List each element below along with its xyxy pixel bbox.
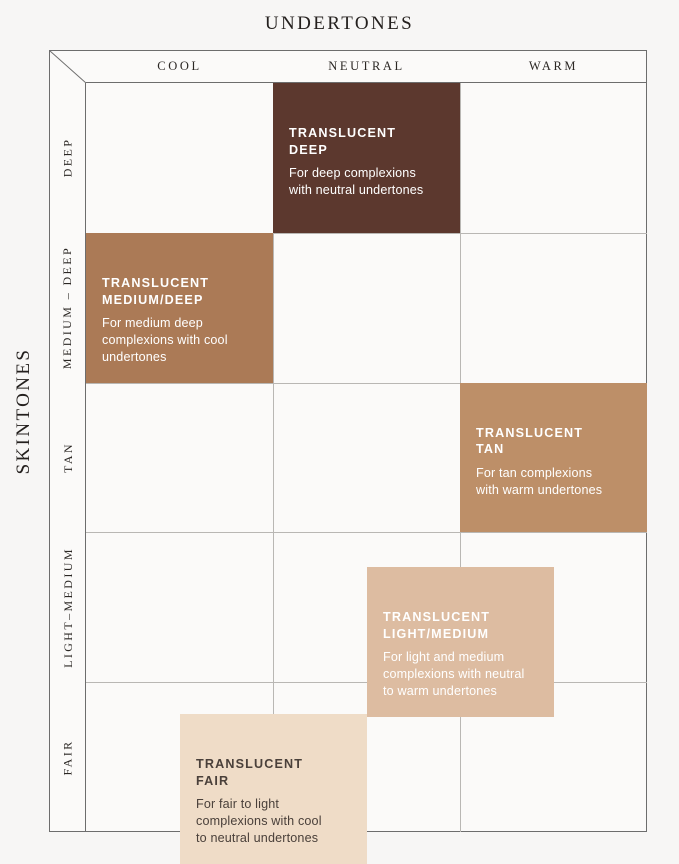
column-header-row: COOL NEUTRAL WARM: [86, 51, 647, 83]
grid-line-horizontal: [86, 532, 647, 534]
grid-line-vertical: [273, 83, 274, 832]
row-label-deep: DEEP: [50, 83, 86, 233]
swatch-translucent-medium-deep-description: For medium deep complexions with cool un…: [102, 316, 228, 365]
shade-finder-chart: COOL NEUTRAL WARM DEEP MEDIUM – DEEP TAN…: [49, 50, 647, 864]
plot-area: TRANSLUCENT DEEP For deep complexions wi…: [86, 83, 647, 864]
undertones-axis-title: UNDERTONES: [264, 13, 415, 34]
row-label-deep-text: DEEP: [60, 138, 75, 178]
corner-diagonal-icon: [50, 51, 86, 83]
swatch-translucent-light-medium-title: TRANSLUCENT LIGHT/MEDIUM: [383, 610, 491, 641]
swatch-translucent-deep-description: For deep complexions with neutral undert…: [289, 166, 424, 198]
swatch-translucent-deep-title: TRANSLUCENT DEEP: [289, 126, 397, 157]
row-label-fair: FAIR: [50, 682, 86, 832]
row-label-medium-deep-text: MEDIUM – DEEP: [60, 246, 75, 370]
swatch-translucent-medium-deep[interactable]: TRANSLUCENT MEDIUM/DEEP For medium deep …: [86, 232, 273, 383]
row-label-light-medium: LIGHT–MEDIUM: [50, 532, 86, 682]
swatch-translucent-tan-title: TRANSLUCENT TAN: [476, 425, 584, 457]
column-header-neutral: NEUTRAL: [328, 59, 405, 73]
swatch-translucent-medium-deep-title: TRANSLUCENT MEDIUM/DEEP: [102, 275, 210, 307]
swatch-translucent-tan-description: For tan complexions with warm undertones: [476, 466, 603, 498]
swatch-translucent-fair[interactable]: TRANSLUCENT FAIR For fair to light compl…: [180, 714, 367, 864]
row-label-medium-deep: MEDIUM – DEEP: [50, 233, 86, 383]
row-label-tan-text: TAN: [60, 442, 75, 473]
swatch-translucent-light-medium-description: For light and medium complexions with ne…: [383, 650, 525, 699]
column-header-warm: WARM: [528, 59, 579, 73]
swatch-translucent-light-medium[interactable]: TRANSLUCENT LIGHT/MEDIUM For light and m…: [367, 567, 554, 717]
row-label-column: DEEP MEDIUM – DEEP TAN LIGHT–MEDIUM FAIR: [50, 83, 86, 832]
swatch-translucent-fair-description: For fair to light complexions with cool …: [196, 797, 322, 846]
skintones-axis-title: SKINTONES: [13, 347, 34, 475]
row-label-light-medium-text: LIGHT–MEDIUM: [60, 546, 75, 668]
swatch-translucent-tan[interactable]: TRANSLUCENT TAN For tan complexions with…: [460, 382, 647, 533]
row-label-tan: TAN: [50, 383, 86, 533]
column-header-cool: COOL: [157, 59, 202, 73]
grid-line-horizontal: [86, 382, 647, 384]
grid-line-horizontal: [86, 232, 647, 234]
swatch-translucent-deep[interactable]: TRANSLUCENT DEEP For deep complexions wi…: [273, 83, 460, 233]
swatch-translucent-fair-title: TRANSLUCENT FAIR: [196, 757, 304, 788]
grid-line-horizontal: [86, 682, 647, 684]
row-label-fair-text: FAIR: [60, 739, 75, 776]
